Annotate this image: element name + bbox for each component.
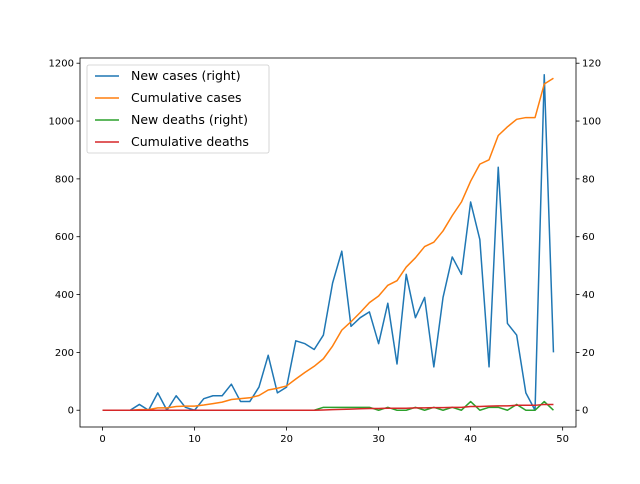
y-right-tick-label: 80 — [582, 174, 595, 185]
y-left-tick-label: 0 — [68, 406, 74, 417]
y-left-tick-label: 1000 — [49, 117, 74, 128]
series-line-0 — [102, 74, 555, 411]
x-tick-label: 20 — [280, 434, 293, 445]
legend-label-3: Cumulative deaths — [131, 134, 249, 149]
plot-frame — [79, 57, 577, 428]
series-line-1 — [102, 77, 554, 411]
x-axis: 0 10 20 30 40 50 — [99, 427, 569, 445]
y-right-tick-label: 100 — [582, 117, 601, 128]
x-tick-label: 0 — [99, 434, 105, 445]
y-left-tick-label: 1200 — [49, 59, 74, 70]
y-right-tick-label: 60 — [582, 232, 595, 243]
y-left-tick-label: 600 — [55, 232, 74, 243]
y-left-tick-label: 400 — [55, 290, 74, 301]
y-right-tick-label: 40 — [582, 290, 595, 301]
y-right-tick-label: 120 — [582, 59, 601, 70]
legend-box — [86, 64, 270, 154]
y-left-tick-label: 800 — [55, 174, 74, 185]
x-tick-label: 50 — [556, 434, 569, 445]
y-right-tick-label: 0 — [582, 406, 588, 417]
legend-label-1: Cumulative cases — [131, 90, 242, 105]
legend-label-2: New deaths (right) — [131, 112, 248, 127]
legend-label-0: New cases (right) — [131, 68, 241, 83]
legend: New cases (right) Cumulative cases New dea… — [86, 64, 270, 154]
y-axis-right: 0 20 40 60 80 100 120 — [576, 59, 601, 417]
x-tick-label: 40 — [464, 434, 477, 445]
x-tick-label: 30 — [372, 434, 385, 445]
plot-lines — [102, 74, 555, 411]
y-right-tick-label: 20 — [582, 348, 595, 359]
y-axis-left: 0 200 400 600 800 1000 1200 — [49, 59, 80, 417]
series-line-3 — [102, 403, 554, 411]
y-left-tick-label: 200 — [55, 348, 74, 359]
x-tick-label: 10 — [188, 434, 201, 445]
